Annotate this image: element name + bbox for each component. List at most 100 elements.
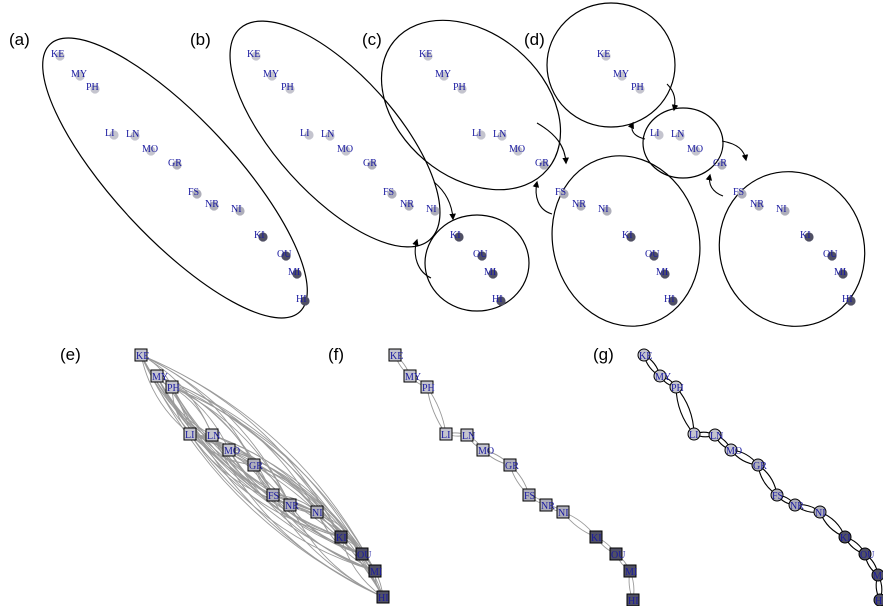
- panel-label-e: (e): [60, 345, 81, 364]
- node-ki: [258, 232, 268, 242]
- node-label-nr: NR: [790, 501, 804, 512]
- node-fs: [522, 488, 536, 502]
- node-nr: [576, 201, 586, 211]
- node-mo: [724, 443, 738, 457]
- node-ni: [430, 206, 440, 216]
- node-gr: [751, 458, 765, 472]
- node-ln: [325, 131, 335, 141]
- node-li: [183, 427, 197, 441]
- node-gr: [503, 458, 517, 472]
- node-hi: [626, 593, 640, 606]
- node-nr: [283, 498, 297, 512]
- node-label-ni: NI: [312, 508, 323, 519]
- node-label-hi: HI: [296, 294, 307, 305]
- node-label-ou: OU: [823, 249, 838, 260]
- node-label-hi: HI: [628, 596, 639, 606]
- node-ou: [477, 251, 487, 261]
- node-label-li: LI: [185, 430, 194, 441]
- node-ph: [90, 84, 100, 94]
- node-ou: [281, 251, 291, 261]
- node-label-mo: MO: [509, 144, 525, 155]
- node-ki: [838, 530, 852, 544]
- node-label-ln: LN: [462, 431, 475, 442]
- node-label-ki: KI: [591, 533, 602, 544]
- node-label-ln: LN: [321, 129, 334, 140]
- node-nr: [754, 201, 764, 211]
- node-label-ki: KI: [840, 533, 851, 544]
- transition-arrow: [721, 140, 749, 162]
- node-label-gr: GR: [535, 158, 549, 169]
- node-label-my: MY: [405, 372, 421, 383]
- node-label-my: MY: [263, 69, 279, 80]
- cluster-ellipse: [642, 107, 724, 179]
- node-hi: [376, 590, 390, 604]
- node-ln: [497, 131, 507, 141]
- node-label-mo: MO: [478, 446, 494, 457]
- node-ke: [601, 51, 611, 61]
- node-fs: [387, 189, 397, 199]
- cluster-ellipse: [551, 155, 701, 327]
- node-ou: [355, 547, 369, 561]
- node-label-ou: OU: [611, 550, 626, 561]
- node-label-mo: MO: [726, 446, 742, 457]
- edge: [253, 464, 363, 555]
- node-gr: [539, 160, 549, 170]
- node-label-ln: LN: [207, 431, 220, 442]
- node-label-fs: FS: [772, 491, 783, 502]
- node-mi: [871, 568, 883, 582]
- node-label-my: MY: [655, 372, 671, 383]
- node-mi: [368, 564, 382, 578]
- edge: [211, 434, 384, 598]
- node-label-fs: FS: [268, 491, 279, 502]
- node-nr: [539, 498, 553, 512]
- edge: [316, 511, 384, 598]
- node-ni: [602, 206, 612, 216]
- node-ki: [626, 232, 636, 242]
- edge: [228, 449, 342, 538]
- node-label-hi: HI: [875, 596, 883, 606]
- node-label-gr: GR: [249, 461, 263, 472]
- node-label-fs: FS: [524, 491, 535, 502]
- node-ln: [205, 428, 219, 442]
- node-mo: [222, 443, 236, 457]
- edge: [140, 354, 376, 572]
- node-label-nr: NR: [205, 199, 219, 210]
- node-label-hi: HI: [378, 593, 389, 604]
- node-label-li: LI: [441, 430, 450, 441]
- node-ou: [858, 547, 872, 561]
- node-label-gr: GR: [713, 158, 727, 169]
- node-label-mi: MI: [625, 567, 637, 578]
- node-label-ni: NI: [776, 204, 787, 215]
- node-label-hi: HI: [842, 294, 853, 305]
- node-label-fs: FS: [383, 187, 394, 198]
- edge: [316, 511, 376, 572]
- edge: [272, 494, 376, 572]
- node-label-ki: KI: [336, 533, 347, 544]
- node-ki: [804, 232, 814, 242]
- node-nr: [788, 498, 802, 512]
- node-ln: [708, 428, 722, 442]
- node-mi: [838, 269, 848, 279]
- node-my: [75, 71, 85, 81]
- node-nr: [404, 201, 414, 211]
- node-label-ke: KE: [419, 49, 432, 60]
- node-label-li: LI: [472, 128, 481, 139]
- node-ke: [388, 348, 402, 362]
- transition-arrow: [532, 180, 553, 215]
- node-ni: [813, 505, 827, 519]
- node-mo: [691, 146, 701, 156]
- node-label-ln: LN: [126, 129, 139, 140]
- node-label-fs: FS: [188, 187, 199, 198]
- edge: [426, 386, 447, 435]
- panel-label-a: (a): [9, 30, 30, 49]
- node-mi: [660, 269, 670, 279]
- node-label-ke: KE: [597, 49, 610, 60]
- node-label-my: MY: [71, 69, 87, 80]
- node-ke: [637, 348, 651, 362]
- cluster-ellipse: [546, 2, 676, 128]
- node-li: [304, 130, 314, 140]
